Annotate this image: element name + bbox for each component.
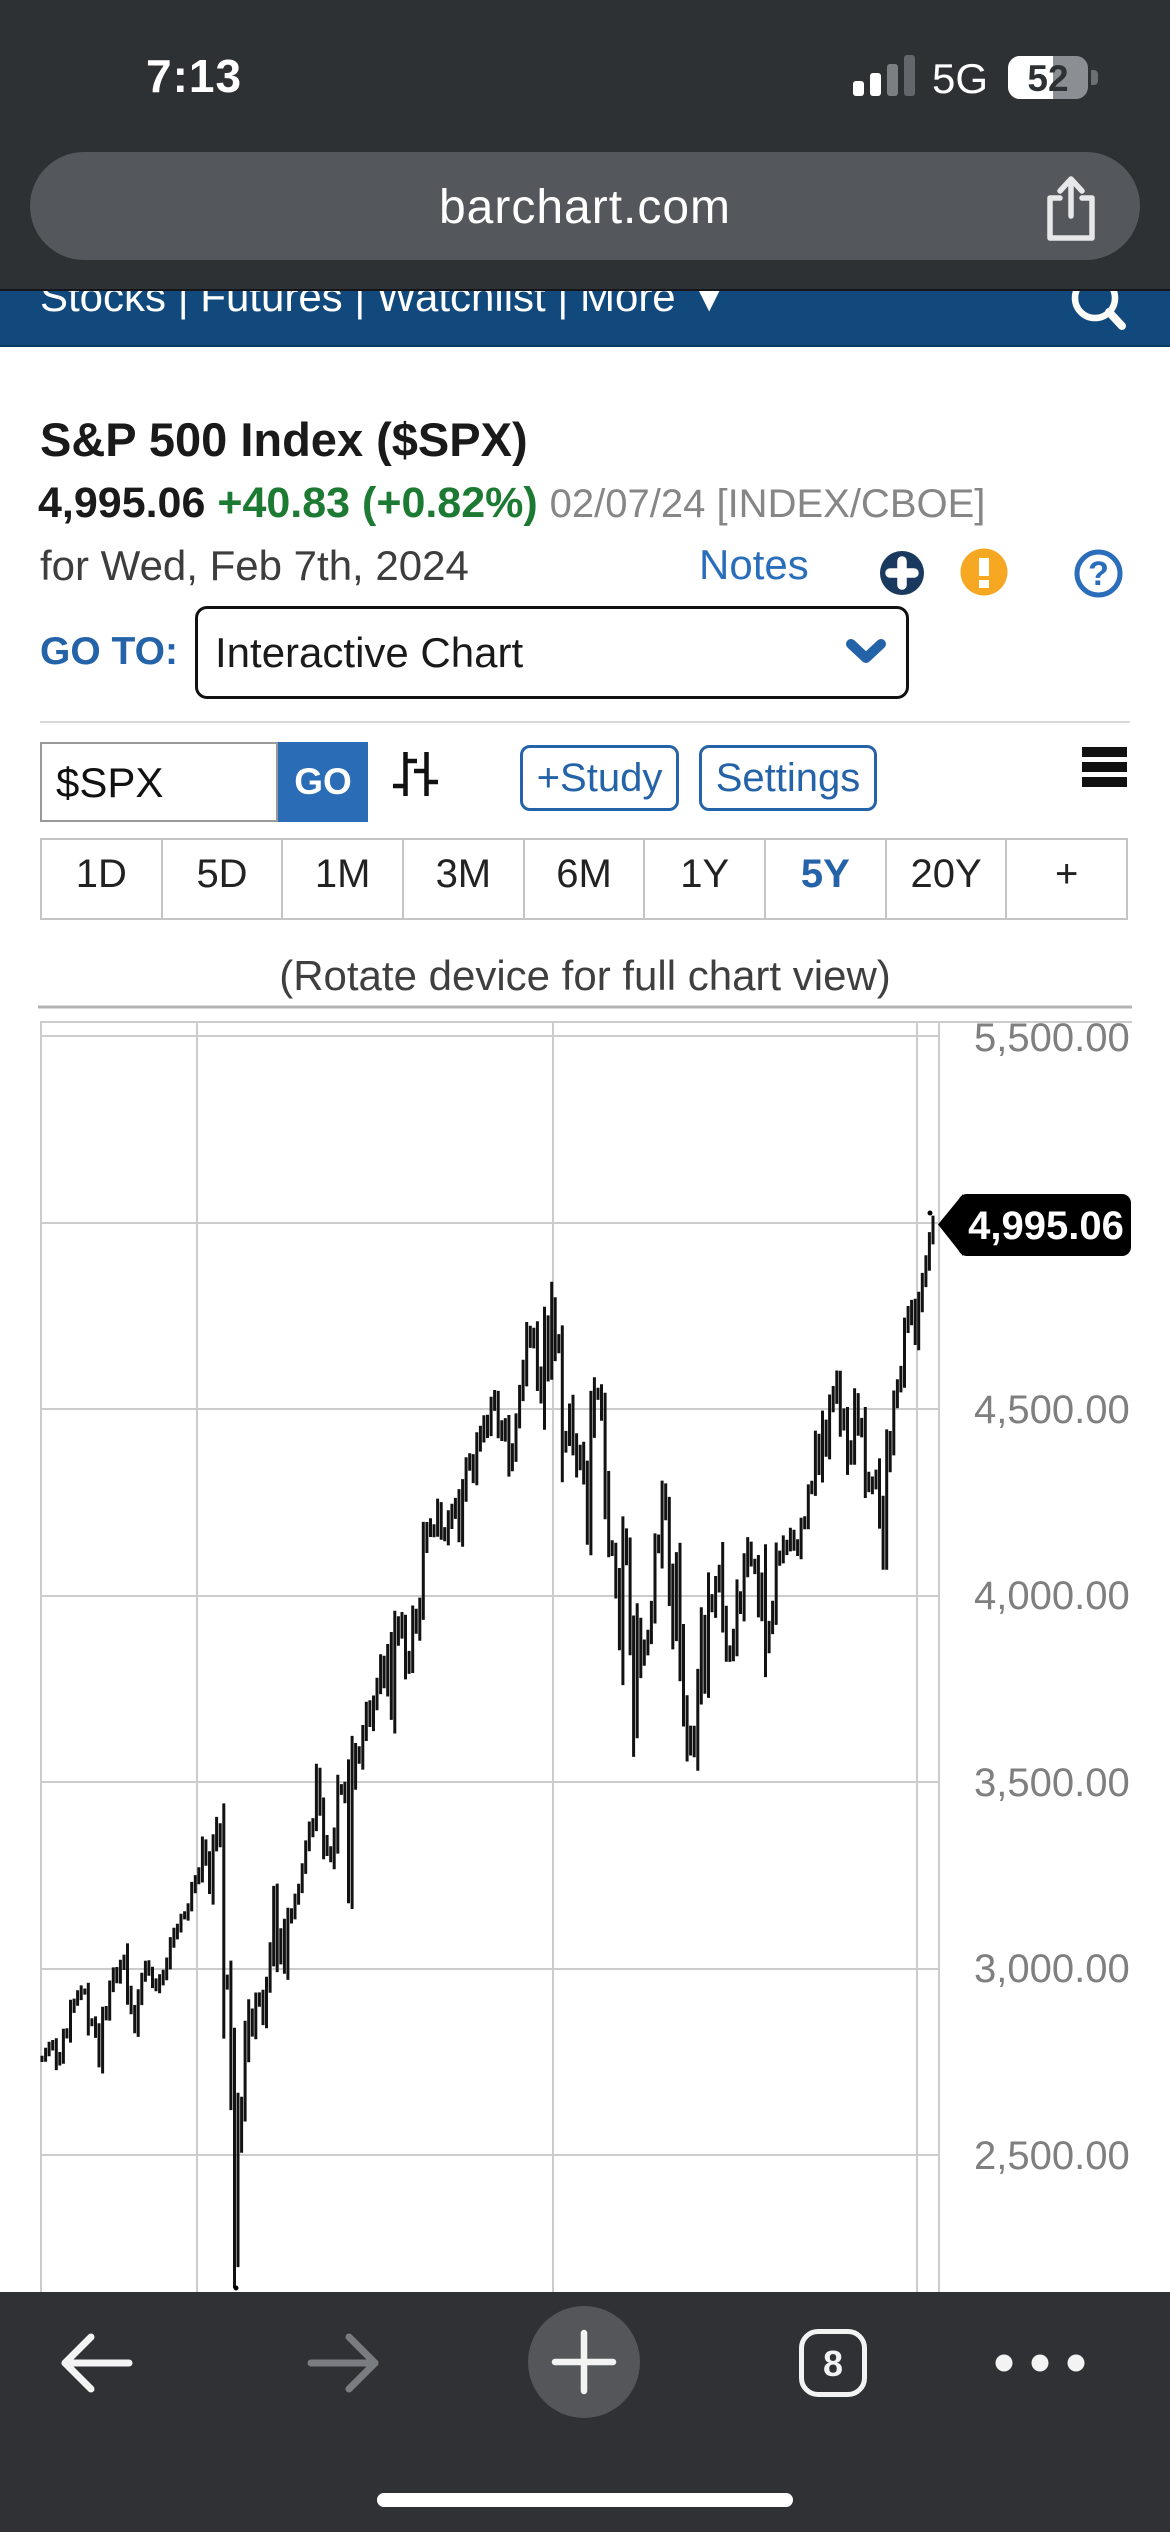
svg-text:5,500.00: 5,500.00 xyxy=(974,1016,1130,1060)
svg-text:3,500.00: 3,500.00 xyxy=(974,1761,1130,1805)
svg-text:?: ? xyxy=(1088,555,1109,593)
svg-text:4,000.00: 4,000.00 xyxy=(974,1574,1130,1618)
svg-text:3,000.00: 3,000.00 xyxy=(974,1947,1130,1991)
svg-text:4,995.06: 4,995.06 xyxy=(968,1204,1124,1248)
svg-text:2,500.00: 2,500.00 xyxy=(974,2134,1130,2178)
svg-text:4,500.00: 4,500.00 xyxy=(974,1388,1130,1432)
